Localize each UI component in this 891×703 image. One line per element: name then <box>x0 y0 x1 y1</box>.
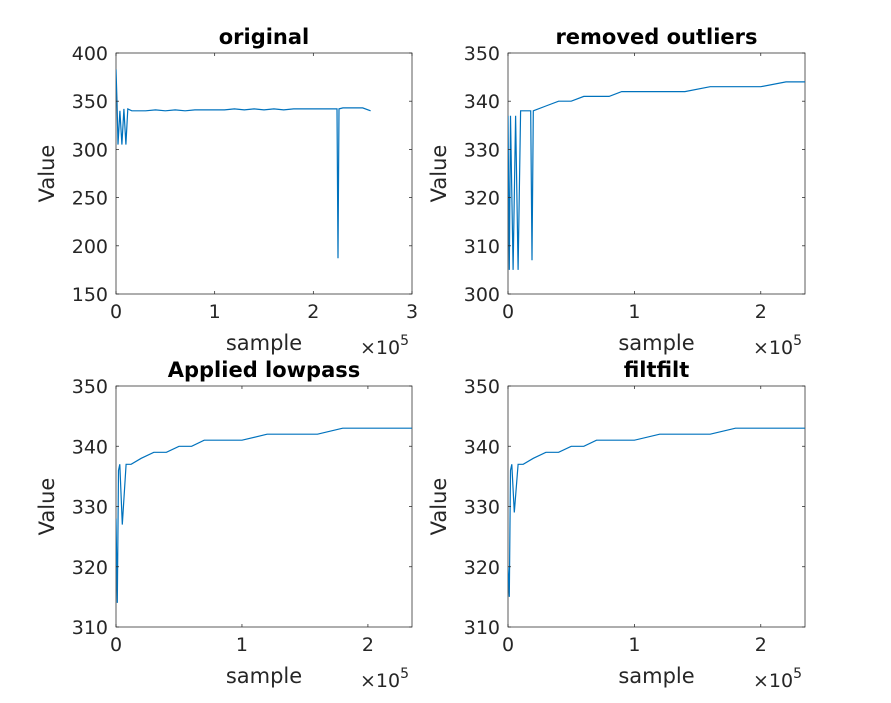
x-tick-label: 2 <box>362 634 374 656</box>
x-tick-label: 0 <box>502 634 514 656</box>
y-tick-label: 350 <box>72 91 108 113</box>
y-tick-label: 310 <box>72 617 108 639</box>
y-axis-label: Value <box>35 478 59 536</box>
y-tick-label: 320 <box>72 557 108 579</box>
subplot-3: 0 1 2 310 320 330 340 350 Applied lowpass sample V… <box>35 358 413 692</box>
series-line <box>508 81 805 270</box>
plot-area <box>507 52 806 295</box>
y-tick-label: 320 <box>464 557 500 579</box>
y-tick-label: 350 <box>72 376 108 398</box>
y-tick-label: 330 <box>72 497 108 519</box>
y-axis-label: Value <box>427 478 451 536</box>
y-tick-label: 300 <box>464 284 500 306</box>
series-line <box>116 69 371 259</box>
y-tick-label: 340 <box>464 91 500 113</box>
subplot-2: 0 1 2 300 310 320 330 340 350 removed outliers sam… <box>427 25 806 359</box>
x-tick-label: 1 <box>209 301 221 323</box>
x-exponent-label: ×105 <box>360 333 409 359</box>
x-axis-label: sample <box>226 331 302 355</box>
x-exponent-label: ×105 <box>753 333 802 359</box>
y-tick-label: 350 <box>464 376 500 398</box>
subplot-4: 0 1 2 310 320 330 340 350 filtfilt sample Value ×10… <box>427 358 806 692</box>
subplot-title: filtfilt <box>624 358 690 382</box>
x-tick-label: 2 <box>755 634 767 656</box>
x-tick-label: 1 <box>236 634 248 656</box>
x-tick-label: 1 <box>628 301 640 323</box>
x-tick-label: 2 <box>307 301 319 323</box>
y-tick-label: 330 <box>464 139 500 161</box>
x-tick-label: 0 <box>502 301 514 323</box>
x-axis-label: sample <box>618 664 694 688</box>
x-tick-label: 0 <box>110 301 122 323</box>
plot-area <box>507 385 806 628</box>
y-tick-label: 300 <box>72 139 108 161</box>
x-exponent-label: ×105 <box>753 666 802 692</box>
y-tick-label: 200 <box>72 236 108 258</box>
subplot-title: removed outliers <box>555 25 757 49</box>
y-tick-label: 250 <box>72 188 108 210</box>
subplot-1: 0 1 2 3 150 200 250 300 350 400 original sample Valu… <box>35 25 418 359</box>
series-line <box>508 427 805 597</box>
subplot-title: original <box>219 25 310 49</box>
plot-area <box>115 52 413 295</box>
y-tick-label: 310 <box>464 617 500 639</box>
plot-area <box>115 385 413 628</box>
x-exponent-label: ×105 <box>360 666 409 692</box>
y-axis-label: Value <box>35 145 59 203</box>
y-axis-label: Value <box>427 145 451 203</box>
y-tick-label: 150 <box>72 284 108 306</box>
y-tick-label: 330 <box>464 497 500 519</box>
x-tick-label: 2 <box>755 301 767 323</box>
y-tick-label: 310 <box>464 236 500 258</box>
y-tick-label: 350 <box>464 43 500 65</box>
subplot-title: Applied lowpass <box>168 358 361 382</box>
x-tick-label: 1 <box>628 634 640 656</box>
x-axis-label: sample <box>618 331 694 355</box>
x-axis-label: sample <box>226 664 302 688</box>
x-tick-label: 3 <box>406 301 418 323</box>
y-tick-label: 400 <box>72 43 108 65</box>
y-tick-label: 320 <box>464 188 500 210</box>
y-tick-label: 340 <box>464 436 500 458</box>
y-tick-label: 340 <box>72 436 108 458</box>
x-tick-label: 0 <box>110 634 122 656</box>
series-line <box>116 427 412 603</box>
